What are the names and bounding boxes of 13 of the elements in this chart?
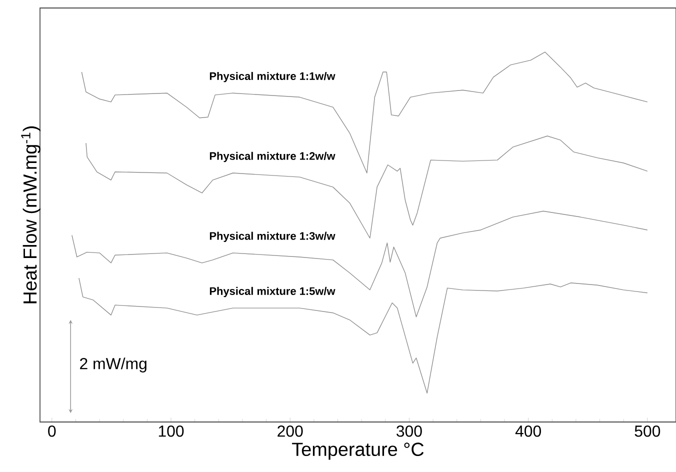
x-tick-label: 300	[396, 426, 422, 437]
series-label: Physical mixture 1:3w/w	[210, 232, 336, 242]
x-tick-label: 100	[158, 426, 184, 437]
x-tick-label: 0	[48, 426, 56, 437]
series-label: Physical mixture 1:2w/w	[210, 152, 336, 162]
x-tick-label: 500	[634, 426, 660, 437]
y-axis-title: Heat Flow (mW.mg$^{-1}$)	[21, 126, 40, 304]
x-tick-label: 400	[515, 426, 541, 437]
series-label: Physical mixture 1:5w/w	[210, 286, 336, 298]
x-axis-title: Temperature °C	[292, 442, 424, 460]
annotation: 2 mW/mg	[80, 358, 146, 372]
series-label: Physical mixture 1:1w/w	[210, 72, 336, 82]
x-tick-label: 200	[278, 426, 303, 437]
